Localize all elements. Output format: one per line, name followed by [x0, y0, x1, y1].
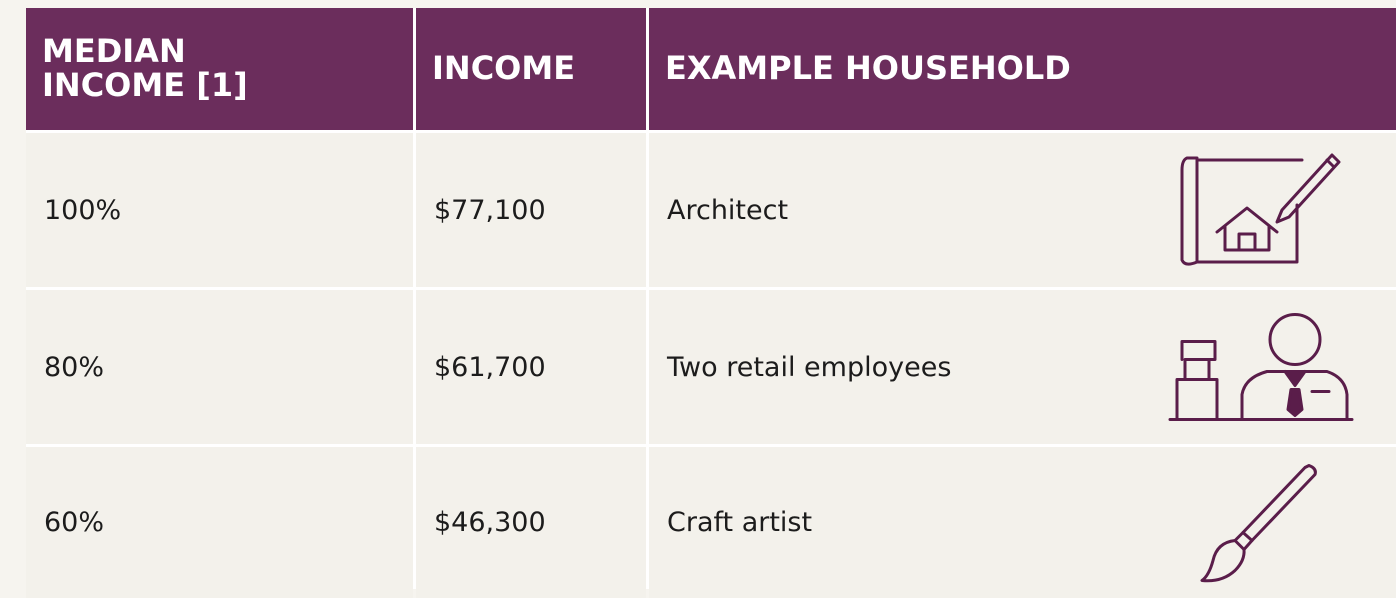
- cell: 60%: [26, 447, 413, 598]
- cell: 80%: [26, 290, 413, 444]
- architect-icon: [1180, 153, 1341, 266]
- cell: $46,300: [416, 447, 646, 598]
- cell-text: Two retail employees: [667, 351, 952, 383]
- header-cell: INCOME: [416, 8, 646, 130]
- income-table: MEDIAN INCOME [1] INCOME EXAMPLE HOUSEHO…: [26, 8, 1396, 598]
- cell-text: Architect: [667, 194, 789, 226]
- cell-text: Craft artist: [667, 507, 813, 538]
- cell: $61,700: [416, 290, 646, 444]
- cell: 100%: [26, 133, 413, 287]
- cell: $77,100: [416, 133, 646, 287]
- cell: Two retail employees: [649, 290, 1396, 444]
- cell: Architect: [649, 133, 1396, 287]
- cell: Craft artist: [649, 447, 1396, 598]
- header-text: MEDIAN INCOME [1]: [42, 32, 248, 104]
- header-cell: MEDIAN INCOME [1]: [26, 8, 413, 130]
- cashier-icon: [1168, 313, 1354, 421]
- brush-icon: [1200, 463, 1317, 582]
- header-cell: EXAMPLE HOUSEHOLD: [649, 8, 1396, 130]
